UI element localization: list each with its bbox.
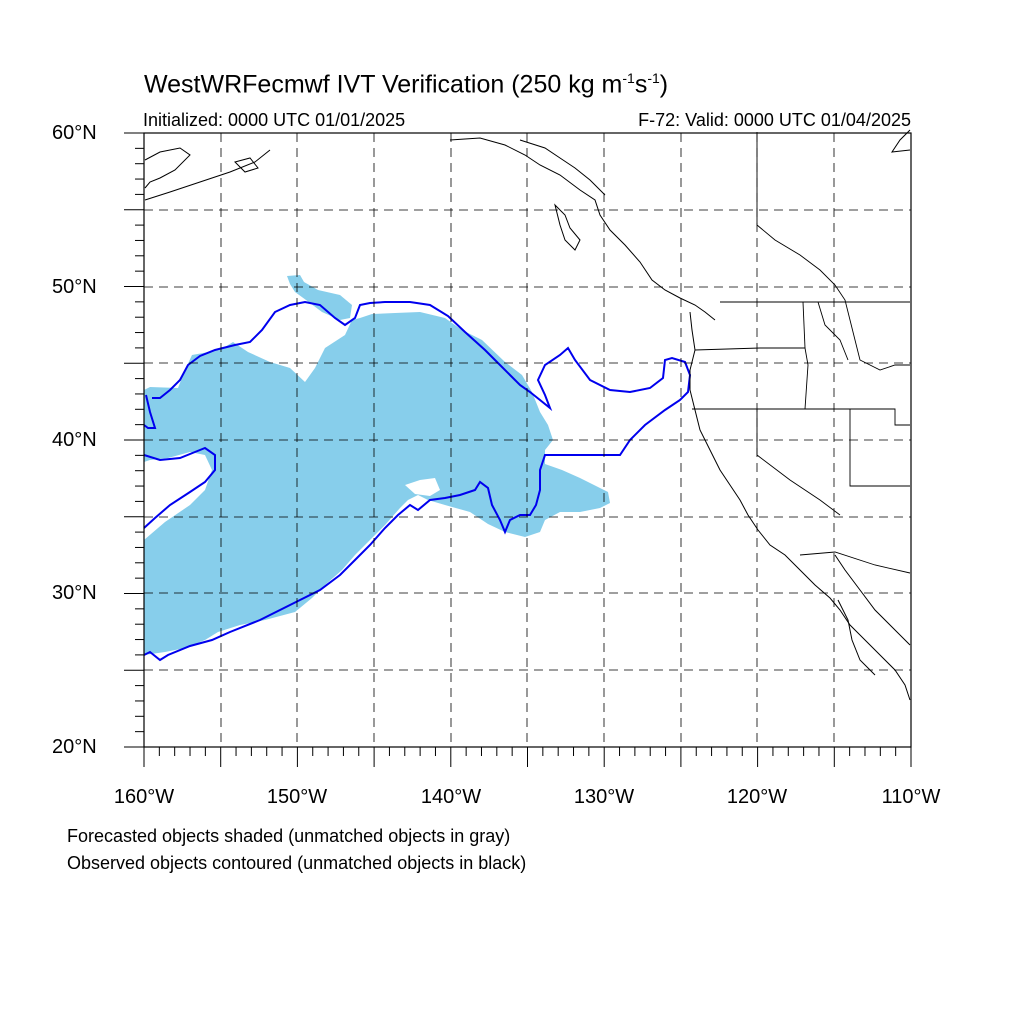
initialized-time: Initialized: 0000 UTC 01/01/2025 bbox=[143, 110, 406, 130]
gridlines bbox=[144, 133, 911, 747]
lat-label-30n: 30°N bbox=[52, 582, 97, 604]
coastlines bbox=[144, 129, 911, 701]
valid-time: F-72: Valid: 0000 UTC 01/04/2025 bbox=[638, 110, 911, 130]
lon-label-160w: 160°W bbox=[113, 786, 175, 808]
state-boundaries bbox=[692, 132, 911, 574]
lon-label-130w: 130°W bbox=[573, 786, 635, 808]
lon-label-110w: 110°W bbox=[881, 786, 941, 808]
chart-title: WestWRFecmwf IVT Verification (250 kg m-… bbox=[144, 70, 669, 99]
legend-note-forecast: Forecasted objects shaded (unmatched obj… bbox=[67, 826, 511, 846]
observed-object bbox=[143, 300, 692, 662]
legend-note-observed: Observed objects contoured (unmatched ob… bbox=[67, 853, 527, 873]
lat-label-40n: 40°N bbox=[52, 429, 97, 451]
forecast-gaps bbox=[144, 452, 440, 540]
lon-label-120w: 120°W bbox=[726, 786, 788, 808]
forecast-object bbox=[144, 275, 610, 655]
axis-ticks bbox=[124, 132, 912, 767]
lon-label-150w: 150°W bbox=[266, 786, 328, 808]
lat-label-50n: 50°N bbox=[52, 276, 97, 298]
lat-label-60n: 60°N bbox=[52, 122, 97, 144]
lat-label-20n: 20°N bbox=[52, 736, 97, 758]
lon-label-140w: 140°W bbox=[420, 786, 482, 808]
